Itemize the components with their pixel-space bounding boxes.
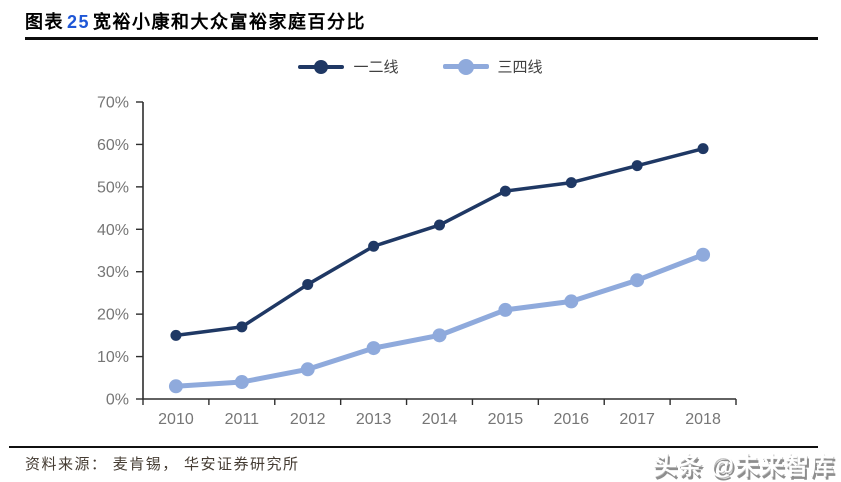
svg-text:2014: 2014	[422, 411, 458, 428]
svg-text:2015: 2015	[488, 411, 524, 428]
chart-legend: 一二线 三四线	[0, 56, 841, 77]
svg-text:40%: 40%	[97, 222, 129, 239]
svg-text:2011: 2011	[225, 411, 260, 428]
svg-text:10%: 10%	[97, 349, 129, 366]
legend-label-tier12: 一二线	[353, 59, 399, 76]
svg-text:2017: 2017	[619, 411, 655, 428]
legend-line-marker-tier12-icon	[298, 58, 345, 76]
title-divider	[25, 37, 818, 40]
legend-label-tier34: 三四线	[497, 59, 543, 76]
legend-item-tier34: 三四线	[442, 56, 543, 77]
svg-text:2018: 2018	[685, 411, 721, 428]
legend-dot-tier12	[314, 59, 329, 74]
svg-text:2013: 2013	[356, 411, 392, 428]
chart-title-prefix: 图表	[25, 12, 64, 32]
legend-item-tier12: 一二线	[298, 56, 399, 77]
svg-text:70%: 70%	[97, 95, 129, 112]
legend-line-marker-tier34-icon	[442, 58, 489, 76]
chart-title: 图表 25 宽裕小康和大众富裕家庭百分比	[25, 8, 366, 34]
svg-text:60%: 60%	[97, 137, 129, 154]
chart-title-text: 宽裕小康和大众富裕家庭百分比	[93, 12, 367, 32]
svg-text:20%: 20%	[97, 307, 129, 324]
svg-text:0%: 0%	[106, 392, 129, 409]
svg-text:2016: 2016	[553, 411, 589, 428]
watermark: 头条 @未来智库	[652, 453, 835, 480]
svg-text:2012: 2012	[290, 411, 326, 428]
svg-text:30%: 30%	[97, 264, 129, 281]
source-note: 资料来源： 麦肯锡， 华安证券研究所	[25, 457, 300, 473]
footer-divider	[9, 446, 818, 448]
svg-text:50%: 50%	[97, 179, 129, 196]
chart-title-number: 25	[67, 12, 91, 32]
svg-text:2010: 2010	[158, 411, 194, 428]
legend-dot-tier34	[457, 58, 474, 75]
